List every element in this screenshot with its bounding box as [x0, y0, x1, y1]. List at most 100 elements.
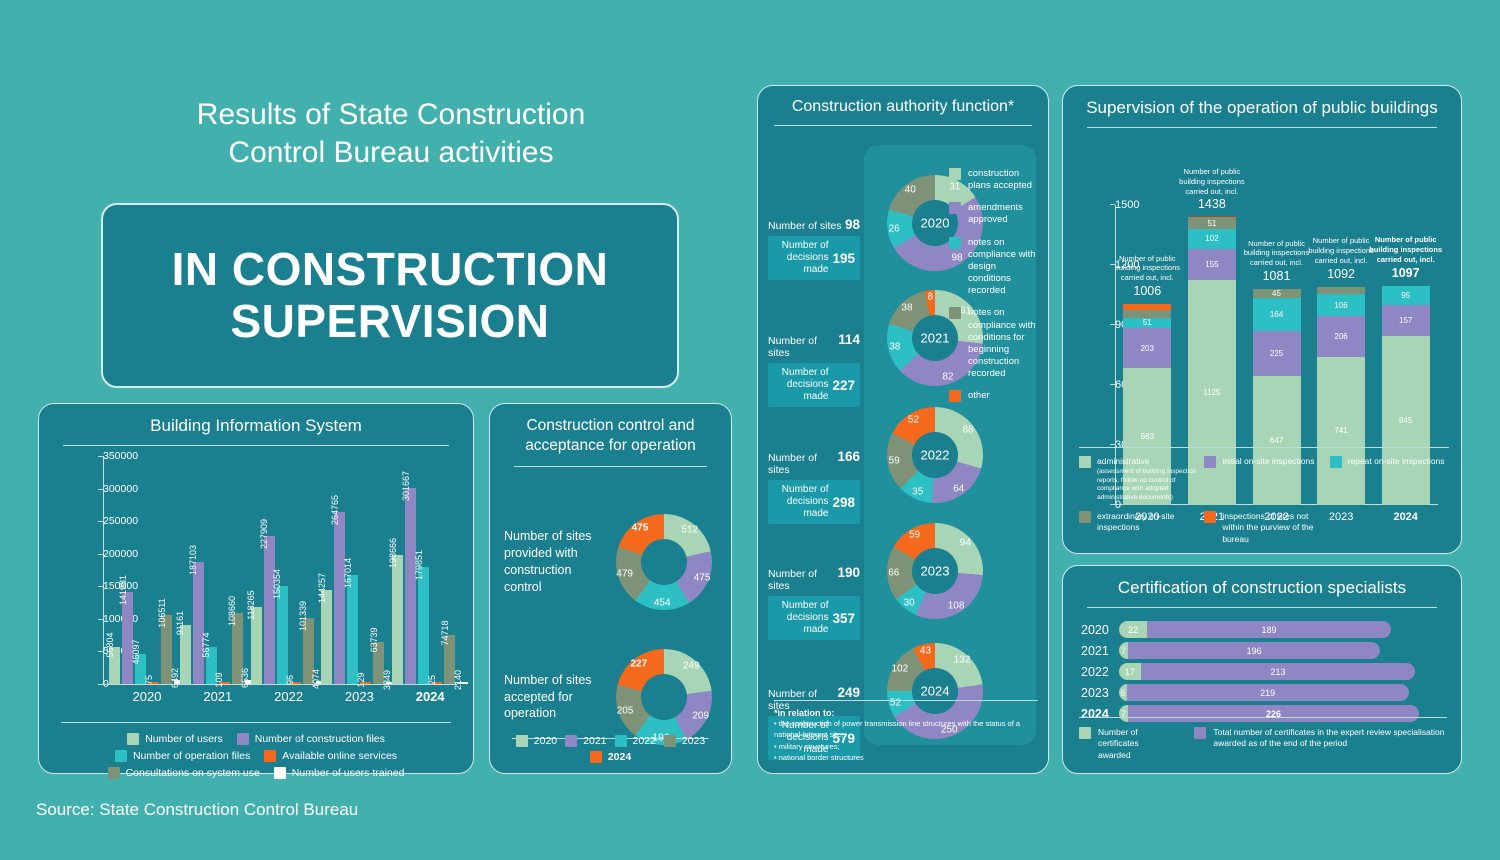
donut-slice-value: 40 [904, 184, 916, 196]
sop-bar-segment: 155 [1187, 249, 1236, 280]
caf-donut-wrap: 2024 132 250 52 102 43 [887, 643, 983, 739]
caf-sites-value: 190 [837, 565, 860, 580]
cert-legend: Number of certificates awarded Total numb… [1079, 716, 1447, 761]
sop-segment-value: 683 [1140, 432, 1154, 442]
donut-slice-value: 35 [912, 486, 924, 498]
sop-y-tick: 0 [1115, 499, 1122, 511]
cert-bar: 7 196 [1119, 642, 1381, 659]
legend-swatch-icon [515, 735, 528, 747]
bis-bar-value: 63739 [368, 627, 379, 653]
sop-legend-item: inspections of sites not within the purv… [1204, 510, 1323, 545]
construction-authority-function-panel: Construction authority function* 2020 31 9… [757, 85, 1049, 774]
bis-bar-value: 6492 [169, 667, 180, 688]
legend-swatch-icon [949, 390, 961, 403]
sop-bar-header: Number of public building inspections ca… [1108, 254, 1186, 298]
bis-bar-value: 150354 [272, 569, 283, 600]
bis-bar-value: 108660 [227, 596, 238, 627]
cert-segment-awarded: 17 [1119, 663, 1141, 680]
bis-title-divider [63, 445, 449, 446]
sop-x-label: 2023 [1328, 511, 1354, 523]
bis-bar: 101339 [298, 601, 314, 684]
caf-decisions-label: Number of decisions made [781, 600, 829, 635]
caf-sites-label: Number of sites [768, 335, 818, 359]
legend-swatch-icon [1204, 510, 1217, 523]
cc-legend-item: 2024 [589, 751, 631, 763]
bis-bar-value: 56804 [104, 632, 115, 658]
cc-title: Construction control and acceptance for … [490, 404, 731, 456]
donut-slice-value: 64 [953, 483, 965, 495]
bis-legend-item: Number of construction files [236, 733, 385, 745]
sop-legend-item: extraordinary on-site inspections [1079, 510, 1198, 545]
sop-legend-sublabel: (assessment of building inspection repor… [1097, 467, 1197, 502]
donut-slice-value: 250 [940, 724, 958, 736]
caf-decisions-value: 195 [832, 250, 855, 266]
caf-footnote-lines: • the construction of power transmission… [774, 718, 1038, 763]
sop-segment-value: 95 [1401, 290, 1411, 300]
caf-sites-label: Number of sites [768, 452, 818, 476]
donut-slice-value: 132 [953, 654, 971, 666]
legend-swatch-icon [273, 767, 286, 779]
sop-legend-label: initial on-site inspections [1222, 456, 1315, 467]
bis-bar: 46097 [131, 639, 146, 684]
legend-swatch-icon [1329, 456, 1342, 469]
bis-bar: 91161 [175, 610, 191, 684]
sop-bar-segment: 203 [1123, 327, 1172, 369]
bis-bar: 179851 [414, 550, 430, 684]
caf-sites: Number of sites 190 [768, 565, 860, 592]
sop-segment-value: 203 [1140, 343, 1154, 353]
cert-total-value: 219 [1260, 687, 1276, 698]
bis-bar: 56804 [105, 632, 120, 684]
donut-slice-value: 512 [681, 524, 699, 536]
sop-bar-total: 1092 [1327, 266, 1355, 281]
cert-bar: 22 189 [1119, 621, 1391, 638]
sop-bar-segment: 845 [1381, 336, 1430, 505]
donut-slice-value: 454 [653, 597, 671, 609]
donut-chart: 2023 94 108 30 66 59 [887, 523, 983, 619]
caf-footnote-divider [774, 700, 1038, 701]
bis-legend-item: Consultations on system use [107, 767, 260, 779]
donut-slice-value: 108 [947, 600, 965, 612]
sop-bar-caption: Number of public building inspections ca… [1114, 253, 1181, 283]
sop-x-label: 2022 [1264, 511, 1289, 523]
bis-bar: 129 [356, 672, 372, 687]
sop-y-tick: 1500 [1115, 199, 1140, 211]
sop-y-tick: 600 [1115, 379, 1133, 391]
caf-sites-value: 98 [844, 217, 860, 232]
cert-segment-total: 226 [1128, 705, 1419, 722]
cc-donut-label: Number of sites accepted for operation [504, 672, 592, 721]
caf-sites: Number of sites 249 [768, 685, 860, 712]
bis-legend-label: Number of users trained [291, 767, 405, 779]
bis-bar-value: 46097 [130, 639, 141, 665]
caf-donut-wrap: 2022 88 64 35 59 52 [887, 407, 983, 503]
caf-footnote-head: *in relation to: [774, 708, 835, 718]
cert-total-value: 196 [1246, 645, 1262, 656]
caf-decisions-value: 357 [832, 610, 855, 626]
bis-bar: 106511 [157, 598, 172, 684]
bis-bar-value: 6536 [240, 667, 251, 688]
donut-slice-value: 479 [616, 568, 633, 580]
legend-swatch-icon [663, 735, 676, 747]
donut-slice-value: 209 [692, 710, 710, 722]
sop-bar-segment: 741 [1317, 356, 1366, 505]
cc-donut-row: Number of sites provided with construction… [504, 514, 719, 610]
bis-legend-item: Number of operation files [114, 750, 250, 762]
cc-legend-item: 2023 [663, 735, 705, 747]
bis-legend-label: Available online services [282, 750, 398, 762]
sop-segment-value: 647 [1269, 435, 1284, 445]
donut-slice-value: 59 [888, 455, 900, 467]
sop-bar-caption: Number of public building inspections ca… [1308, 236, 1374, 265]
cert-bar: 17 213 [1119, 663, 1416, 680]
cert-year-label: 2021 [1081, 643, 1109, 658]
caf-title: Construction authority function* [791, 98, 1015, 115]
caf-sites: Number of sites 166 [768, 449, 860, 476]
donut-center-label: 2021 [920, 330, 950, 346]
bis-bar: 74718 [440, 621, 456, 684]
cert-total-value: 189 [1261, 624, 1277, 635]
caf-sites: Number of sites 98 [768, 217, 860, 232]
sop-bar-segment: 647 [1252, 375, 1301, 505]
donut-chart: 2021 61 82 38 38 8 [887, 290, 983, 386]
donut-hole [912, 315, 958, 361]
bis-bar-value: 101339 [298, 600, 309, 632]
caf-decisions-value: 227 [832, 377, 855, 393]
cert-legend-items: Number of certificates awarded Total numb… [1079, 726, 1447, 761]
